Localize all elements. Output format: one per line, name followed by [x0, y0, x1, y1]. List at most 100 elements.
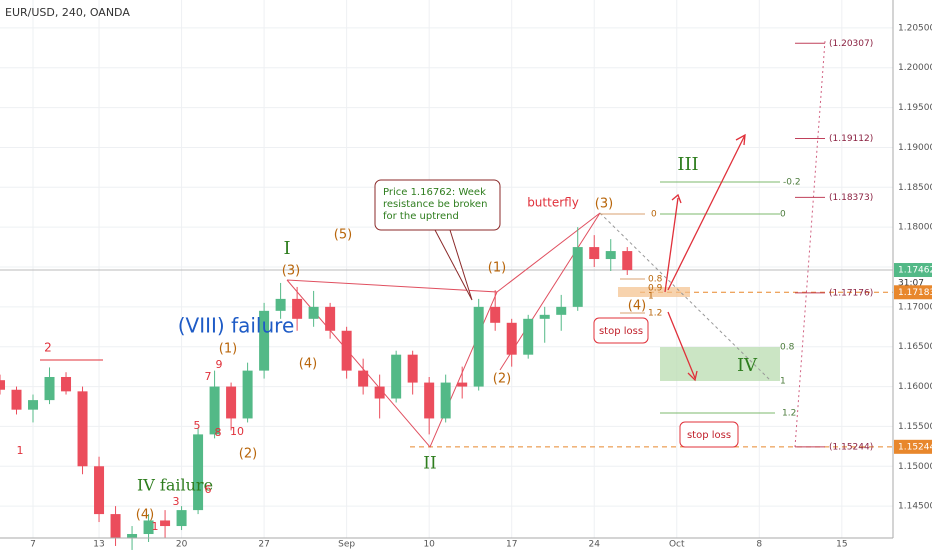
callout-text: Price 1.16762: Week [383, 187, 486, 198]
fib-label: 0.8 [780, 343, 795, 353]
candle-body [243, 371, 253, 419]
callout-text: for the uptrend [383, 211, 459, 222]
wave-label: (4) [299, 357, 317, 372]
wave-label: (VIII) failure [178, 314, 295, 338]
wave-label: 6 [205, 483, 212, 496]
fib-label: -0.2 [783, 178, 801, 188]
candle-body [0, 380, 5, 390]
candle-body [12, 390, 22, 410]
candle-body [556, 307, 566, 315]
fib-label: 0 [651, 210, 657, 220]
wave-label: (2) [239, 447, 257, 462]
y-tick-label: 1.20500 [898, 23, 932, 33]
y-tick-label: 1.19500 [898, 103, 932, 113]
price-tag-label: 1.17183 [898, 288, 932, 298]
level-label: (1.19112) [829, 134, 873, 144]
candle-body [61, 377, 71, 391]
wave-label: 9 [216, 358, 223, 371]
y-tick-label: 1.16500 [898, 342, 932, 352]
wave-label: 1 [152, 520, 159, 533]
fib-label: 1 [648, 292, 654, 302]
fib-label: 1.2 [648, 309, 662, 319]
fib-label: 1.2 [782, 409, 796, 419]
candle-body [28, 400, 38, 410]
wave-label: 2 [44, 341, 52, 355]
candle-body [276, 299, 286, 311]
wave-label: 10 [230, 425, 244, 438]
y-tick-label: 1.14500 [898, 502, 932, 512]
y-tick-label: 1.18000 [898, 223, 932, 233]
wave-label: 3 [173, 495, 180, 508]
candle-body [94, 466, 104, 514]
x-tick-label: 17 [506, 540, 517, 550]
wave-label: (4) [628, 299, 646, 314]
candle-body [160, 520, 170, 526]
candle-body [78, 391, 88, 466]
candle-body [540, 315, 550, 319]
stop-loss-label: stop loss [599, 326, 643, 337]
candle-body [589, 247, 599, 259]
candle-body [358, 371, 368, 387]
x-tick-label: 27 [258, 540, 269, 550]
wave-label: IV failure [137, 476, 213, 495]
chart-title: EUR/USD, 240, OANDA [5, 6, 130, 19]
y-tick-label: 1.18500 [898, 183, 932, 193]
candle-body [111, 514, 121, 538]
price-tag-label: 1.15244 [898, 442, 932, 452]
x-tick-label: Oct [669, 540, 685, 550]
wave-label: 1 [17, 444, 24, 457]
callout-text: resistance be broken [383, 199, 487, 210]
level-label: (1.20307) [829, 39, 873, 49]
fib-label: 1 [780, 377, 786, 387]
candle-body [573, 247, 583, 307]
wave-label: butterfly [527, 196, 579, 210]
wave-label: 7 [205, 370, 212, 383]
y-tick-label: 1.19000 [898, 143, 932, 153]
x-tick-label: Sep [338, 540, 355, 550]
candle-body [391, 355, 401, 399]
level-label: (1.15244) [829, 442, 873, 452]
wave-label: (3) [282, 264, 300, 279]
x-tick-label: 7 [30, 540, 36, 550]
candle-body [127, 534, 137, 538]
y-tick-label: 1.17000 [898, 302, 932, 312]
y-tick-label: 1.15500 [898, 422, 932, 432]
x-tick-label: 24 [589, 540, 601, 550]
candle-body [408, 355, 418, 383]
fib-label: 0 [780, 210, 786, 220]
x-tick-label: 10 [423, 540, 435, 550]
y-tick-label: 1.16000 [898, 382, 932, 392]
candle-body [325, 307, 335, 331]
x-tick-label: 15 [836, 540, 847, 550]
wave-label: 5 [194, 419, 201, 432]
arrow [665, 198, 678, 292]
x-tick-label: 20 [176, 540, 188, 550]
candle-body [342, 331, 352, 371]
candle-body [622, 251, 632, 270]
candle-body [441, 383, 451, 419]
wave-label: IV [737, 355, 758, 376]
wave-label: (3) [595, 197, 613, 212]
wave-label: III [677, 154, 698, 175]
candle-body [226, 387, 236, 419]
level-label: (1.18373) [829, 193, 873, 203]
candle-body [193, 434, 203, 510]
candle-body [177, 510, 187, 526]
wave-label: (2) [493, 372, 511, 387]
candle-body [457, 383, 467, 387]
grid [0, 0, 893, 538]
stop-loss-label: stop loss [687, 430, 731, 441]
candle-body [507, 323, 517, 355]
candle-body [45, 377, 55, 400]
y-tick-label: 1.15000 [898, 462, 932, 472]
fib-zone [660, 347, 780, 381]
x-tick-label: 13 [93, 540, 104, 550]
candle-body [523, 319, 533, 355]
candle-body [474, 307, 484, 387]
wave-label: (1) [219, 342, 237, 357]
wave-label: II [423, 454, 436, 474]
candle-body [309, 307, 319, 319]
level-label: (1.17176) [829, 288, 873, 298]
labels: 1.14500 1.15000 1.15500 1.16000 1.16500 1.170… [17, 23, 932, 549]
